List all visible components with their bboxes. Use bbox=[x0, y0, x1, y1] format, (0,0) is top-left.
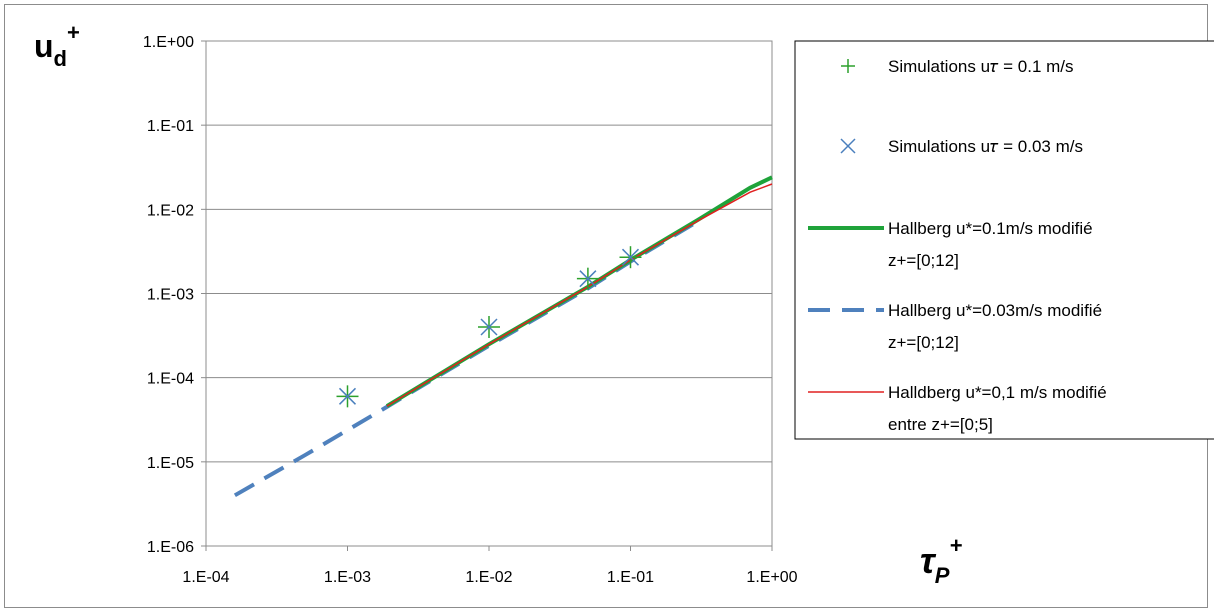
legend-label: Hallberg u*=0.03m/s modifié bbox=[888, 301, 1102, 320]
legend-label: Simulations u𝜏 = 0.1 m/s bbox=[888, 57, 1074, 76]
data-point bbox=[621, 248, 640, 266]
data-point bbox=[480, 318, 498, 336]
y-axis-ticks: 1.E+00 1.E-01 1.E-02 1.E-03 1.E-04 1.E-05 1.E-… bbox=[143, 34, 206, 556]
x-tick-label: 1.E-04 bbox=[182, 569, 229, 586]
legend-swatch bbox=[840, 138, 856, 154]
y-tick-label: 1.E-04 bbox=[147, 371, 194, 388]
y-axis-title-main: u bbox=[34, 28, 54, 64]
y-tick-label: 1.E-01 bbox=[147, 118, 194, 135]
legend-label: entre z+=[0;5] bbox=[888, 415, 993, 434]
legend-label: z+=[0;12] bbox=[888, 251, 959, 270]
legend-box bbox=[794, 40, 1214, 440]
y-axis-title-sup: + bbox=[67, 20, 80, 45]
legend-label: Simulations u𝜏 = 0.03 m/s bbox=[888, 137, 1083, 156]
legend: Simulations u𝜏 = 0.1 m/s Simulations u𝜏 =… bbox=[808, 57, 1107, 434]
data-point bbox=[579, 270, 597, 288]
y-tick-label: 1.E-03 bbox=[147, 287, 194, 304]
y-tick-label: 1.E-05 bbox=[147, 455, 194, 472]
y-axis-title-sub: d bbox=[54, 46, 67, 71]
x-axis-ticks: 1.E-04 1.E-03 1.E-02 1.E-01 1.E+00 bbox=[182, 546, 798, 586]
x-tick-label: 1.E-02 bbox=[465, 569, 512, 586]
data-point bbox=[840, 138, 856, 154]
x-axis-title: τP + bbox=[920, 533, 962, 588]
grid-lines bbox=[206, 40, 772, 547]
legend-label: Hallberg u*=0.1m/s modifié bbox=[888, 219, 1093, 238]
legend-label: Halldberg u*=0,1 m/s modifié bbox=[888, 383, 1107, 402]
y-tick-label: 1.E-06 bbox=[147, 539, 194, 556]
x-axis-title-sup: + bbox=[949, 533, 962, 558]
x-tick-label: 1.E+00 bbox=[746, 569, 797, 586]
y-axis-title: ud+ bbox=[34, 20, 80, 71]
x-axis-title-main: τ bbox=[920, 540, 937, 581]
series-markers bbox=[338, 248, 640, 405]
y-tick-label: 1.E-02 bbox=[147, 202, 194, 219]
x-axis-title-sub: P bbox=[935, 563, 950, 588]
y-tick-label: 1.E+00 bbox=[143, 34, 194, 51]
x-tick-label: 1.E-03 bbox=[324, 569, 371, 586]
series-layer bbox=[233, 175, 773, 498]
x-tick-label: 1.E-01 bbox=[607, 569, 654, 586]
legend-swatch bbox=[841, 59, 855, 73]
data-point bbox=[338, 387, 357, 405]
legend-label: z+=[0;12] bbox=[888, 333, 959, 352]
